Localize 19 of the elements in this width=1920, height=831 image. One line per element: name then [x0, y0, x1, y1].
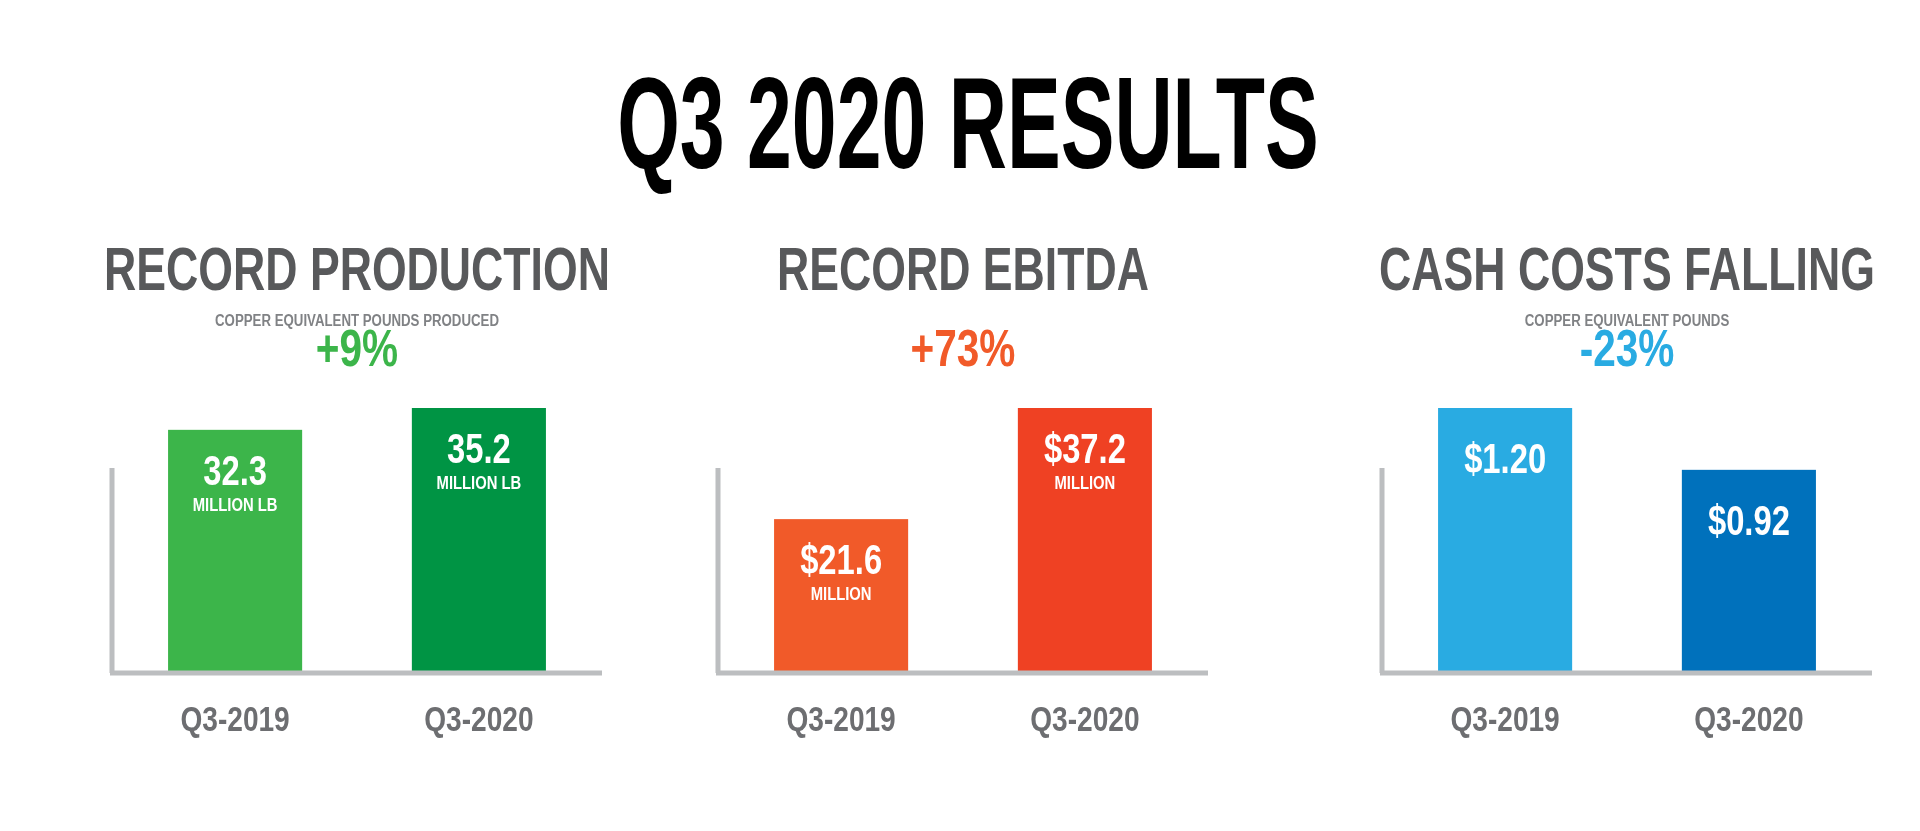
data-label: $21.6 MILLION [800, 536, 883, 605]
chart-title: RECORD EBITDA [777, 233, 1149, 303]
x-tick-label: Q3-2020 [1030, 698, 1140, 739]
chart-subtitle: COPPER EQUIVALENT POUNDS [1524, 310, 1730, 330]
data-label: $37.2 MILLION [1043, 425, 1126, 494]
text: Q3 2020 RESULTS [617, 50, 1319, 196]
data-label: $1.20 [1464, 435, 1547, 482]
x-tick-label: Q3-2019 [1450, 698, 1560, 739]
data-label: 35.2 MILLION LB [436, 425, 522, 494]
x-tick-label: Q3-2020 [1694, 698, 1804, 739]
x-tick-label: Q3-2019 [180, 698, 290, 739]
data-label: $0.92 [1707, 496, 1790, 544]
x-tick-label: Q3-2020 [424, 698, 534, 739]
text: +73% [910, 319, 1016, 378]
x-tick-label: Q3-2019 [786, 698, 896, 739]
chart-title: CASH COSTS FALLING [1379, 233, 1875, 303]
chart-title: RECORD PRODUCTION [104, 233, 610, 303]
data-label: 32.3 MILLION LB [192, 446, 278, 516]
chart-subtitle: COPPER EQUIVALENT POUNDS PRODUCED [215, 310, 499, 330]
